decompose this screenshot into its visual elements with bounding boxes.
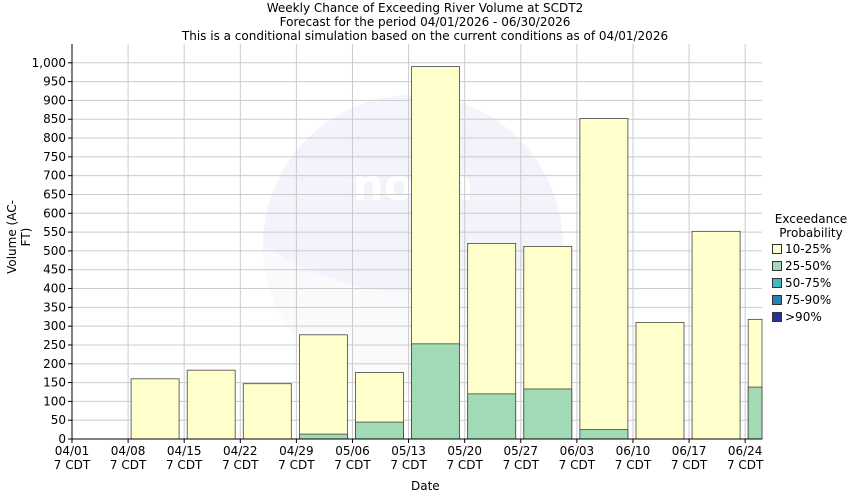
legend-item-4: >90%: [772, 308, 850, 325]
legend-item-1: 25-50%: [772, 257, 850, 274]
legend-swatch-0: [772, 243, 782, 254]
legend-label-0: 10-25%: [785, 241, 832, 256]
bar-10-25-10: [635, 321, 685, 440]
x-tick-label-date-2: 04/15: [167, 444, 202, 458]
bar-10-25-4: [298, 334, 348, 440]
x-tick-label-time-0: 7 CDT: [54, 458, 91, 472]
legend-title-2: Probability: [779, 226, 843, 240]
x-tick-label-time-10: 7 CDT: [615, 458, 652, 472]
y-tick-label-7: 350: [43, 300, 66, 314]
bar-25-50-8: [523, 388, 573, 440]
x-tick-label-time-5: 7 CDT: [334, 458, 371, 472]
y-tick-label-14: 700: [43, 169, 66, 183]
bar-25-50-5: [355, 421, 404, 440]
x-tick-label-time-9: 7 CDT: [559, 458, 596, 472]
x-tick-label-date-9: 06/03: [560, 444, 595, 458]
legend-swatch-2: [772, 277, 782, 288]
x-tick-label-time-11: 7 CDT: [671, 458, 708, 472]
legend-label-4: >90%: [785, 309, 822, 324]
y-tick-label-2: 100: [43, 394, 66, 408]
y-tick-label-10: 500: [43, 244, 66, 258]
x-tick-label-date-11: 06/17: [672, 444, 707, 458]
y-tick-label-20: 1,000: [32, 56, 66, 70]
x-tick-label-date-7: 05/20: [447, 444, 482, 458]
y-tick-labels: 0 50 100 150 200 250 300 350 400 450 500 550 600 650 7…: [32, 56, 72, 446]
y-tick-label-6: 300: [43, 319, 66, 333]
y-tick-label-5: 250: [43, 338, 66, 352]
chart-subtitle: Forecast for the period 04/01/2026 - 06/…: [279, 15, 571, 29]
bar-10-25-1: [130, 378, 180, 440]
x-tick-label-time-8: 7 CDT: [503, 458, 540, 472]
x-tick-label-time-7: 7 CDT: [446, 458, 483, 472]
x-tick-label-date-4: 04/29: [279, 444, 314, 458]
chart-note: This is a conditional simulation based o…: [181, 29, 669, 43]
bar-25-50-4: [298, 433, 348, 440]
x-tick-label-date-12: 06/24: [728, 444, 763, 458]
legend-item-0: 10-25%: [772, 240, 850, 257]
bar-10-25-3: [242, 383, 292, 440]
x-tick-label-time-6: 7 CDT: [390, 458, 427, 472]
y-tick-label-9: 450: [43, 263, 66, 277]
legend-swatch-3: [772, 294, 782, 305]
bars: [130, 66, 763, 440]
legend-title-1: Exceedance: [774, 212, 848, 226]
x-tick-label-date-1: 04/08: [111, 444, 146, 458]
x-tick-label-date-0: 04/01: [55, 444, 90, 458]
y-tick-label-13: 650: [43, 187, 66, 201]
y-tick-label-17: 850: [43, 112, 66, 126]
x-tick-label-time-12: 7 CDT: [727, 458, 764, 472]
legend-item-3: 75-90%: [772, 291, 850, 308]
x-tick-label-date-5: 05/06: [335, 444, 370, 458]
x-tick-label-time-3: 7 CDT: [222, 458, 259, 472]
legend-item-2: 50-75%: [772, 274, 850, 291]
x-tick-label-time-2: 7 CDT: [166, 458, 203, 472]
bar-10-25-11: [691, 230, 741, 440]
y-tick-label-18: 900: [43, 93, 66, 107]
x-tick-label-date-10: 06/10: [616, 444, 651, 458]
legend-swatch-4: [772, 311, 782, 322]
y-tick-label-19: 950: [43, 75, 66, 89]
legend-label-2: 50-75%: [785, 275, 832, 290]
bar-10-25-2: [186, 369, 236, 440]
x-tick-label-time-1: 7 CDT: [110, 458, 147, 472]
bar-25-50-9: [579, 429, 629, 440]
legend-label-1: 25-50%: [785, 258, 832, 273]
axes: [71, 44, 762, 440]
y-tick-label-0: 0: [58, 432, 66, 446]
bar-25-50-12: [747, 386, 763, 440]
x-tick-label-date-6: 05/13: [391, 444, 426, 458]
y-axis-title: Volume (AC-FT): [5, 200, 33, 274]
y-tick-label-12: 600: [43, 206, 66, 220]
bar-10-25-9: [579, 118, 629, 440]
legend-label-3: 75-90%: [785, 292, 832, 307]
bar-25-50-7: [467, 393, 517, 440]
chart-title: Weekly Chance of Exceeding River Volume …: [266, 1, 584, 15]
y-tick-label-3: 150: [43, 376, 66, 390]
legend: Exceedance Probability 10-25% 25-50% 50-75…: [772, 212, 850, 325]
x-axis-title: Date: [411, 479, 440, 493]
x-tick-label-date-8: 05/27: [503, 444, 538, 458]
legend-swatch-1: [772, 260, 782, 271]
x-tick-label-time-4: 7 CDT: [278, 458, 315, 472]
y-tick-label-15: 750: [43, 150, 66, 164]
y-tick-label-16: 800: [43, 131, 66, 145]
y-tick-label-4: 200: [43, 357, 66, 371]
y-tick-label-8: 400: [43, 282, 66, 296]
y-tick-label-11: 550: [43, 225, 66, 239]
bar-25-50-6: [411, 343, 460, 440]
y-tick-label-1: 50: [51, 413, 66, 427]
x-tick-label-date-3: 04/22: [223, 444, 258, 458]
